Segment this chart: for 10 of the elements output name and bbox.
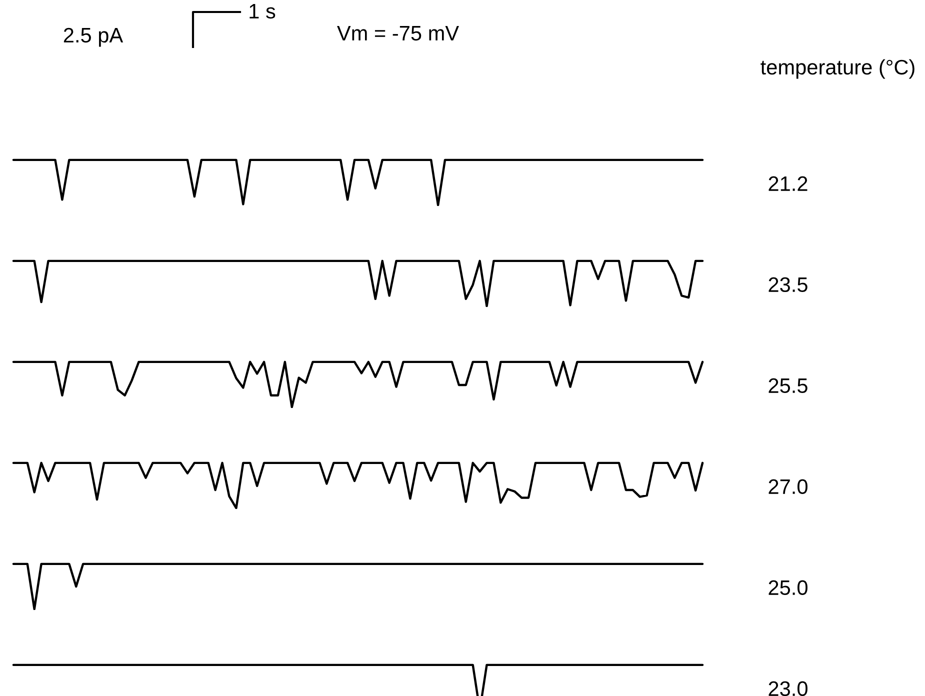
text: 1 s <box>250 4 276 19</box>
text: 23.0 <box>768 681 808 696</box>
text: 21.2 <box>768 176 808 191</box>
text: Vm = -75 mV <box>337 26 459 41</box>
text: temperature (°C) <box>760 59 914 79</box>
text: 2.5 pA <box>64 28 124 47</box>
text: 23.5 <box>768 277 808 292</box>
text: 25.5 <box>768 378 808 394</box>
text: 25.0 <box>768 580 808 596</box>
text: 27.0 <box>768 479 808 494</box>
